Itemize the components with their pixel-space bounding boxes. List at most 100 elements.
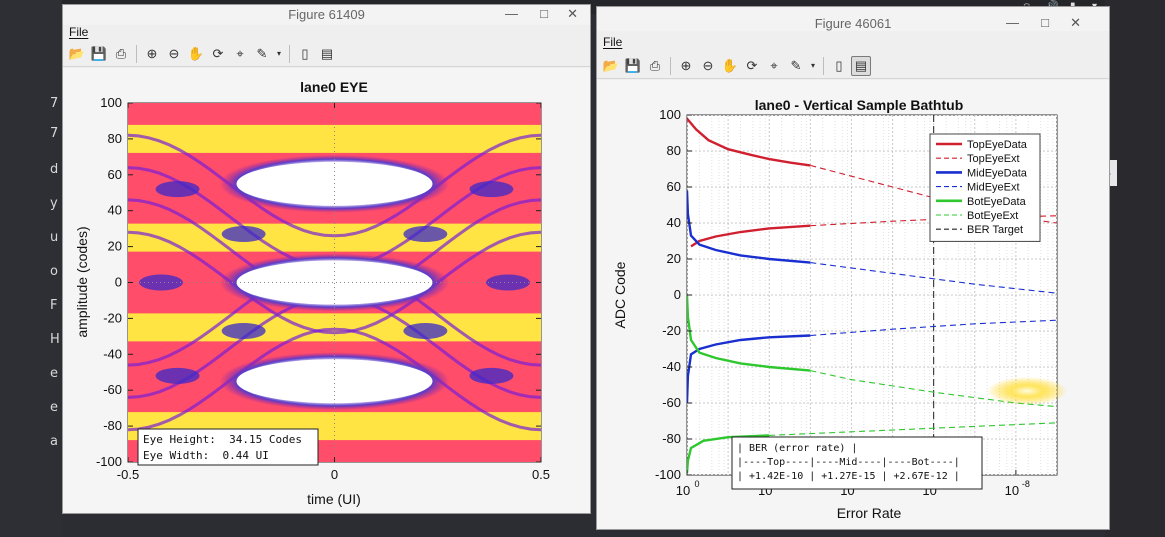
figure-toolbar: 📂 💾 ⎙ ⊕ ⊖ ✋ ⟳ ⌖ ✎ ▾ ▯ ▤ [597, 53, 1109, 79]
minimize-icon[interactable]: — [1006, 15, 1019, 30]
eye-diagram-window: Figure 61409 — □ ✕ File 📂 💾 ⎙ ⊕ ⊖ ✋ ⟳ ⌖ … [62, 4, 591, 514]
y-axis-label: amplitude (codes) [74, 226, 90, 337]
legend-entry: TopEyeData [967, 139, 1028, 151]
y-tick-label: -60 [103, 382, 122, 397]
y-tick-label: -100 [655, 467, 681, 482]
y-tick-label: -40 [103, 346, 122, 361]
ber-table: | BER (error rate) | |----Top----|----Mi… [731, 436, 983, 490]
minimize-icon[interactable]: — [505, 6, 518, 21]
legend-entry: MidEyeData [967, 167, 1028, 179]
y-tick-label: 60 [108, 167, 122, 182]
rotate-icon[interactable]: ⟳ [212, 45, 224, 61]
hide-plot-tools-icon[interactable]: ▯ [835, 57, 843, 73]
legend-entry: TopEyeExt [967, 153, 1020, 165]
title-bar[interactable]: Figure 61409 — □ ✕ [63, 5, 590, 25]
grid [687, 115, 1057, 475]
zoom-in-icon[interactable]: ⊕ [146, 45, 158, 61]
pan-hand-icon[interactable]: ✋ [721, 57, 739, 73]
open-folder-icon[interactable]: 📂 [602, 57, 620, 73]
title-bar[interactable]: Figure 46061 — □ ✕ [597, 7, 1109, 31]
y-tick-label: 40 [667, 215, 681, 230]
eye-density-layer [128, 103, 541, 462]
menu-bar: File [597, 31, 1109, 53]
x-tick-label: 0.5 [532, 467, 550, 482]
zoom-out-icon[interactable]: ⊖ [168, 45, 180, 61]
crossing-density [221, 226, 266, 243]
y-tick-label: 0 [115, 275, 122, 290]
axes: 100 80 60 40 20 0 -20 -40 -60 -80 -100-0.5 0 0.5 [96, 95, 550, 482]
toolbar-separator [289, 44, 290, 63]
show-plot-tools-icon[interactable]: ▤ [851, 55, 871, 76]
legend-entry: MidEyeExt [967, 182, 1020, 194]
x-tick-exponent: 0 [694, 479, 699, 489]
background-window-strip [0, 0, 62, 537]
crossing-density [155, 181, 200, 198]
series-mideyedata [687, 190, 811, 264]
y-tick-label: 100 [659, 107, 681, 122]
chart-title: lane0 - Vertical Sample Bathtub [755, 97, 964, 113]
brush-icon[interactable]: ✎ [790, 57, 802, 73]
eye-diagram-chart[interactable]: lane0 EYE 100 80 60 40 20 0 -20 -40 -60 -80 -100-0… [63, 68, 590, 513]
y-tick-label: 100 [100, 95, 122, 110]
series-topeyedata [687, 117, 811, 167]
file-menu[interactable]: File [603, 35, 623, 49]
series-segment [769, 422, 1057, 436]
eye-opening-core [236, 359, 433, 404]
brush-icon[interactable]: ✎ [256, 45, 268, 61]
close-icon[interactable]: ✕ [1070, 15, 1081, 30]
open-folder-icon[interactable]: 📂 [68, 45, 86, 61]
figure-toolbar: 📂 💾 ⎙ ⊕ ⊖ ✋ ⟳ ⌖ ✎ ▾ ▯ ▤ [63, 41, 590, 67]
x-axis-label: Error Rate [837, 505, 902, 521]
hide-plot-tools-icon[interactable]: ▯ [301, 45, 309, 61]
background-letter: o [50, 264, 58, 279]
legend-entry: BotEyeData [967, 196, 1027, 208]
x-tick-label: 10 [676, 483, 690, 498]
crossing-density [485, 274, 530, 291]
ber-table-line: | BER (error rate) | [737, 443, 857, 454]
print-icon[interactable]: ⎙ [115, 45, 127, 61]
y-tick-label: -60 [662, 395, 681, 410]
chart-title: lane0 EYE [300, 79, 368, 95]
x-axis-label: time (UI) [307, 491, 361, 507]
data-cursor-icon[interactable]: ⌖ [770, 57, 778, 73]
background-letter: 7 [50, 96, 59, 111]
series-segment [687, 334, 811, 404]
bathtub-chart[interactable]: lane0 - Vertical Sample Bathtub 10080604… [597, 80, 1109, 529]
y-tick-label: -80 [103, 418, 122, 433]
zoom-out-icon[interactable]: ⊖ [702, 57, 714, 73]
eye-width-text: Eye Width: 0.44 UI [143, 449, 269, 462]
legend[interactable]: TopEyeData TopEyeExt MidEyeData MidEyeExt Bo… [929, 133, 1041, 242]
window-title: Figure 61409 [288, 7, 365, 22]
maximize-icon[interactable]: □ [540, 6, 548, 21]
background-letter: u [50, 230, 59, 245]
background-letter: e [50, 400, 58, 415]
save-icon[interactable]: 💾 [624, 57, 642, 73]
x-tick-label: -0.5 [117, 467, 139, 482]
rotate-icon[interactable]: ⟳ [746, 57, 758, 73]
crossing-density [403, 322, 448, 339]
eye-opening-core [236, 260, 433, 305]
dropdown-arrow-icon[interactable]: ▾ [810, 61, 815, 70]
signal-trace [128, 230, 541, 335]
close-icon[interactable]: ✕ [567, 6, 578, 21]
figure-canvas[interactable]: lane0 - Vertical Sample Bathtub 100 80 60 4… [597, 80, 1109, 529]
y-tick-label: 0 [674, 287, 681, 302]
trace-band [128, 223, 541, 252]
y-tick-label: -40 [662, 359, 681, 374]
data-cursor-icon[interactable]: ⌖ [236, 45, 244, 61]
print-icon[interactable]: ⎙ [649, 57, 661, 73]
crossing-density [403, 226, 448, 243]
dropdown-arrow-icon[interactable]: ▾ [276, 49, 281, 58]
zoom-in-icon[interactable]: ⊕ [680, 57, 692, 73]
file-menu[interactable]: File [69, 25, 89, 39]
x-tick-label: 10 [1005, 483, 1019, 498]
pan-hand-icon[interactable]: ✋ [187, 45, 205, 61]
save-icon[interactable]: 💾 [90, 45, 108, 61]
y-tick-label: -20 [662, 323, 681, 338]
signal-trace [128, 327, 541, 432]
series-boteyedata [687, 294, 811, 372]
figure-canvas[interactable]: lane0 EYE 100 80 60 40 20 0 -20 -40 -60 -80 -100 -0… [63, 68, 590, 513]
show-plot-tools-icon[interactable]: ▤ [320, 45, 334, 61]
y-tick-label: 80 [108, 131, 122, 146]
maximize-icon[interactable]: □ [1041, 15, 1049, 30]
